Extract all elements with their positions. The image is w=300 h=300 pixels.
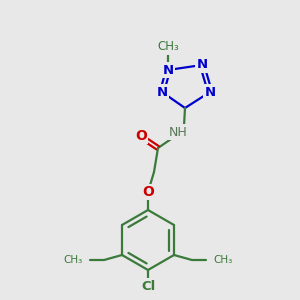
Text: N: N bbox=[204, 85, 216, 98]
Text: NH: NH bbox=[169, 125, 188, 139]
Text: CH₃: CH₃ bbox=[64, 255, 83, 265]
Text: CH₃: CH₃ bbox=[157, 40, 179, 53]
Text: Cl: Cl bbox=[141, 280, 155, 292]
Text: CH₃: CH₃ bbox=[213, 255, 232, 265]
Text: N: N bbox=[162, 64, 174, 76]
Text: N: N bbox=[156, 85, 168, 98]
Text: N: N bbox=[196, 58, 208, 71]
Text: O: O bbox=[135, 129, 147, 143]
Text: O: O bbox=[142, 185, 154, 199]
